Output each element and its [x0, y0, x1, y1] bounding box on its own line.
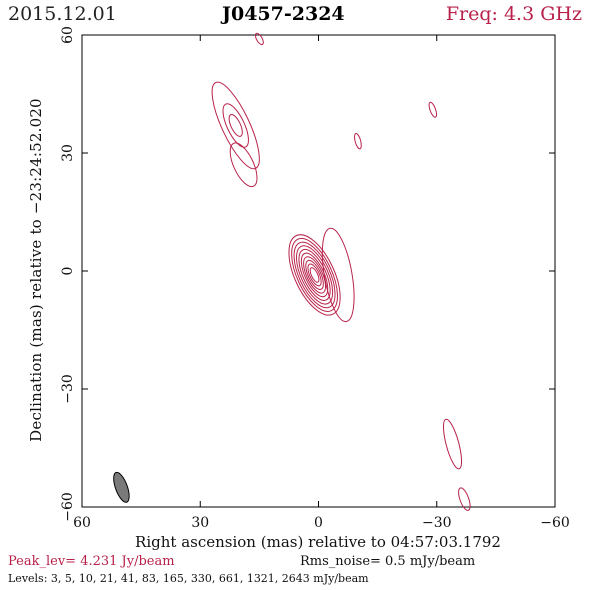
north-east-blob-lower-contour	[229, 142, 258, 188]
y-axis-label: Declination (mas) relative to −23:24:52.…	[27, 98, 45, 442]
source-name: J0457-2324	[222, 3, 345, 25]
peak-level: Peak_lev= 4.231 Jy/beam	[8, 554, 175, 569]
core-contour	[303, 256, 327, 294]
observation-date: 2015.12.01	[8, 3, 117, 25]
north-east-blob-contour	[211, 81, 260, 170]
y-tick-label: 0	[60, 267, 76, 276]
x-tick-label: −30	[422, 515, 452, 531]
core-contour	[307, 263, 322, 287]
x-axis-label: Right ascension (mas) relative to 04:57:…	[135, 533, 501, 551]
core-contour	[291, 237, 338, 312]
core-extension-contour	[321, 227, 355, 323]
frequency-label: Freq: 4.3 GHz	[445, 3, 582, 25]
core-contour	[309, 267, 320, 283]
south-west-edge-contour	[458, 487, 471, 511]
beam-ellipse	[113, 471, 130, 503]
core-contour	[305, 259, 324, 290]
contours	[211, 32, 471, 511]
core-contour	[298, 248, 331, 301]
x-tick-label: 0	[314, 515, 323, 531]
small-north-2-contour	[428, 101, 438, 118]
south-west-blob-contour	[443, 418, 463, 470]
rms-noise: Rms_noise= 0.5 mJy/beam	[300, 554, 476, 569]
axis-tick-labels: 60 30 0 −30 −60 −60 −30 0 30 60	[60, 26, 570, 531]
north-east-blob-contour	[222, 103, 249, 148]
y-tick-label: −30	[60, 374, 76, 404]
beam	[113, 471, 130, 503]
core-contour	[293, 241, 336, 309]
x-tick-label: −60	[540, 515, 570, 531]
y-tick-label: 60	[60, 26, 76, 44]
x-tick-label: 30	[191, 515, 209, 531]
north-east-blob-contour	[228, 114, 243, 137]
contour-levels: Levels: 3, 5, 10, 21, 41, 83, 165, 330, …	[8, 572, 369, 585]
x-tick-label: 60	[73, 515, 91, 531]
plot-frame	[81, 34, 556, 508]
core-contour	[288, 234, 341, 316]
top-edge-fragment-contour	[254, 32, 264, 46]
small-north-1-contour	[354, 133, 362, 150]
y-tick-label: −60	[60, 492, 76, 522]
y-tick-label: 30	[60, 144, 76, 162]
core-contour	[296, 245, 334, 305]
axis-ticks	[81, 34, 556, 508]
